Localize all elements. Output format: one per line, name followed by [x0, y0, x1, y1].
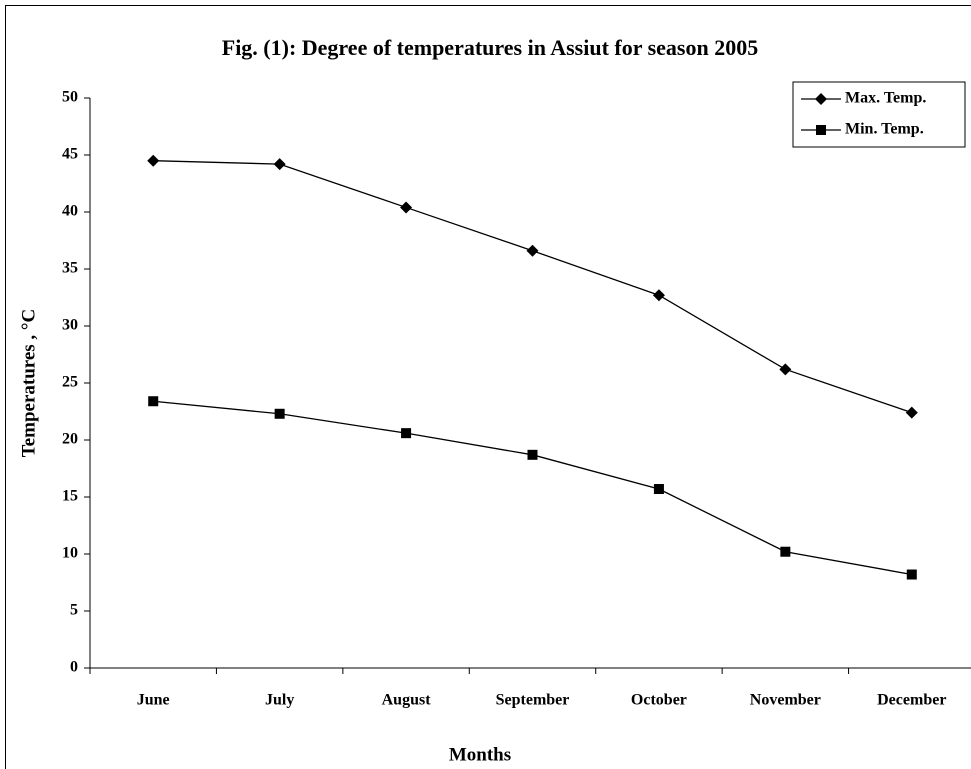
y-tick-label: 10	[62, 545, 78, 562]
point	[815, 93, 827, 105]
point	[401, 428, 412, 439]
legend-box	[792, 81, 966, 148]
y-tick-label: 50	[62, 89, 78, 106]
x-tick-label: August	[382, 692, 432, 709]
point	[273, 158, 286, 171]
x-tick-label: December	[877, 692, 946, 709]
y-tick-label: 0	[70, 659, 78, 676]
x-axis-title: Months	[449, 744, 511, 765]
series-line	[153, 160, 912, 414]
legend-label: Max. Temp.	[845, 90, 926, 107]
point	[653, 484, 664, 495]
point	[147, 154, 160, 167]
point	[905, 406, 918, 419]
y-tick-label: 35	[62, 260, 78, 277]
series-line	[153, 400, 912, 576]
point	[780, 546, 791, 557]
x-tick-label: November	[750, 692, 821, 709]
y-axis-title: Temperatures , °C	[18, 309, 39, 458]
point	[274, 408, 285, 419]
y-tick-label: 40	[62, 203, 78, 220]
point	[906, 569, 917, 580]
point	[779, 363, 792, 376]
y-tick-label: 20	[62, 431, 78, 448]
y-tick-label: 30	[62, 317, 78, 334]
point	[816, 125, 826, 135]
y-tick-label: 15	[62, 488, 78, 505]
x-tick-label: June	[137, 692, 170, 709]
point	[526, 244, 539, 257]
x-tick-label: July	[265, 692, 294, 709]
y-tick-label: 5	[70, 602, 78, 619]
x-tick-label: October	[631, 692, 687, 709]
chart-title: Fig. (1): Degree of temperatures in Assi…	[222, 35, 758, 60]
x-tick-label: September	[496, 692, 570, 709]
point	[527, 449, 538, 460]
chart-frame	[5, 5, 971, 769]
point	[148, 396, 159, 407]
legend-label: Min. Temp.	[845, 121, 924, 138]
y-tick-label: 45	[62, 146, 78, 163]
y-tick-label: 25	[62, 374, 78, 391]
point	[400, 201, 413, 214]
point	[652, 289, 665, 302]
